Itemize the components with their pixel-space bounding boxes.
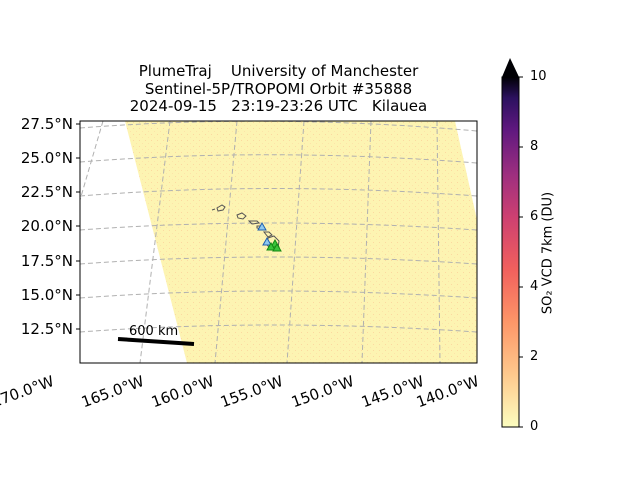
scale-bar bbox=[117, 337, 195, 346]
tropomi-swath bbox=[125, 121, 477, 363]
colorbar-label: SO₂ VCD 7km (DU) bbox=[540, 191, 556, 315]
lat-label-20-0: 20.0°N bbox=[20, 217, 73, 235]
map-frame bbox=[79, 120, 478, 364]
lat-label-12-5: 12.5°N bbox=[20, 320, 73, 338]
scale-bar-label: 600 km bbox=[129, 324, 179, 339]
colorbar-ticks bbox=[519, 76, 523, 428]
lat-label-27-5: 27.5°N bbox=[20, 115, 73, 133]
colorbar-tick-0: 0 bbox=[530, 419, 539, 434]
lat-label-25-0: 25.0°N bbox=[20, 149, 73, 167]
lat-ticks bbox=[76, 123, 80, 330]
lat-label-22-5: 22.5°N bbox=[20, 183, 73, 201]
volcano-markers bbox=[257, 221, 282, 252]
colorbar-tick-8: 8 bbox=[530, 139, 539, 154]
colorbar-tick-10: 10 bbox=[530, 69, 547, 84]
colorbar-tick-4: 4 bbox=[530, 279, 539, 294]
map-title-line-3: 2024-09-15 23:19-23:26 UTC Kilauea bbox=[129, 97, 428, 115]
map-title-line-2: Sentinel-5P/TROPOMI Orbit #35888 bbox=[144, 80, 413, 98]
graticule bbox=[80, 121, 477, 363]
lat-label-15-0: 15.0°N bbox=[20, 286, 73, 304]
map-title-line-1: PlumeTraj University of Manchester bbox=[138, 62, 419, 80]
lat-label-17-5: 17.5°N bbox=[20, 252, 73, 270]
colorbar-extend-arrow bbox=[502, 58, 519, 77]
colorbar bbox=[501, 76, 520, 428]
colorbar-tick-6: 6 bbox=[530, 209, 539, 224]
colorbar-tick-2: 2 bbox=[530, 349, 539, 364]
